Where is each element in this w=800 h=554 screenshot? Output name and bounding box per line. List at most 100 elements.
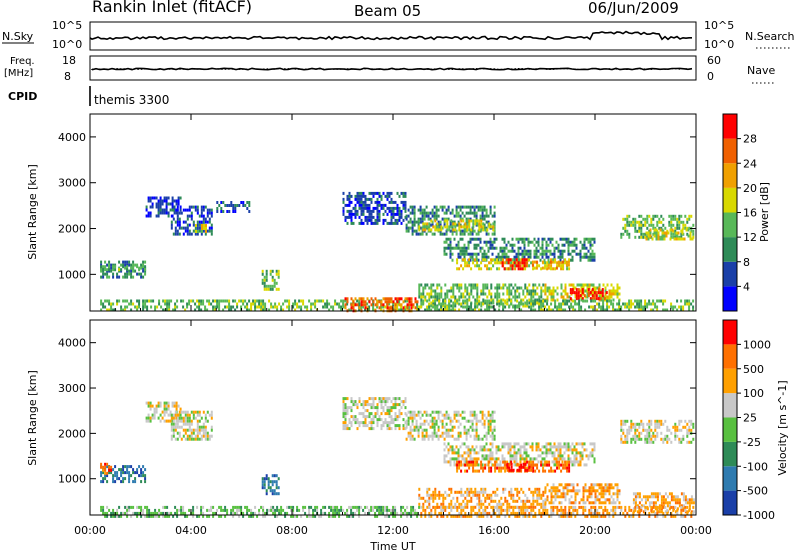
heatmap-cell bbox=[438, 228, 441, 232]
heatmap-cell bbox=[431, 425, 434, 429]
heatmap-cell bbox=[491, 445, 494, 449]
heatmap-cell bbox=[434, 487, 437, 491]
heatmap-cell bbox=[306, 308, 309, 312]
heatmap-cell bbox=[405, 226, 408, 230]
heatmap-cell bbox=[178, 434, 181, 438]
heatmap-cell bbox=[620, 425, 623, 429]
heatmap-cell bbox=[406, 306, 409, 310]
heatmap-cell bbox=[521, 255, 524, 259]
heatmap-cell bbox=[175, 208, 178, 212]
heatmap-cell bbox=[426, 505, 429, 509]
heatmap-cell bbox=[509, 457, 512, 461]
heatmap-cell bbox=[662, 495, 665, 499]
heatmap-cell bbox=[525, 261, 528, 265]
heatmap-cell bbox=[564, 302, 567, 306]
heatmap-cell bbox=[410, 300, 413, 304]
heatmap-cell bbox=[678, 220, 681, 224]
heatmap-cell bbox=[116, 474, 119, 478]
heatmap-cell bbox=[366, 306, 369, 310]
heatmap-cell bbox=[453, 214, 456, 218]
heatmap-cell bbox=[483, 252, 486, 256]
heatmap-cell bbox=[390, 206, 393, 210]
heatmap-cell bbox=[600, 486, 603, 490]
heatmap-cell bbox=[503, 237, 506, 241]
heatmap-cell bbox=[678, 217, 681, 221]
heatmap-cell bbox=[248, 308, 251, 312]
heatmap-cell bbox=[428, 305, 431, 309]
heatmap-cell bbox=[136, 308, 139, 312]
heatmap-cell bbox=[370, 397, 373, 401]
heatmap-cell bbox=[466, 219, 469, 223]
heatmap-cell bbox=[238, 299, 241, 303]
heatmap-cell bbox=[124, 260, 127, 264]
heatmap-cell bbox=[394, 412, 397, 416]
heatmap-cell bbox=[557, 451, 560, 455]
heatmap-cell bbox=[466, 261, 469, 265]
heatmap-cell bbox=[567, 246, 570, 250]
heatmap-cell bbox=[210, 428, 213, 432]
heatmap-cell bbox=[419, 226, 422, 230]
heatmap-cell bbox=[170, 413, 173, 417]
heatmap-cell bbox=[192, 416, 195, 420]
heatmap-cell bbox=[104, 272, 107, 276]
heatmap-cell bbox=[405, 419, 408, 423]
heatmap-cell bbox=[630, 437, 633, 441]
heatmap-cell bbox=[142, 508, 145, 512]
heatmap-cell bbox=[167, 214, 170, 218]
heatmap-cell bbox=[346, 409, 349, 413]
heatmap-cell bbox=[480, 460, 483, 464]
heatmap-cell bbox=[459, 434, 462, 438]
heatmap-cell bbox=[428, 292, 431, 296]
heatmap-cell bbox=[494, 499, 497, 503]
heatmap-cell bbox=[140, 263, 143, 267]
heatmap-cell bbox=[610, 299, 613, 303]
heatmap-cell bbox=[464, 258, 467, 262]
heatmap-cell bbox=[164, 308, 167, 312]
heatmap-cell bbox=[473, 214, 476, 218]
heatmap-cell bbox=[586, 489, 589, 493]
velocity-region-12 bbox=[620, 419, 695, 444]
heatmap-cell bbox=[453, 413, 456, 417]
heatmap-cell bbox=[407, 422, 410, 426]
heatmap-cell bbox=[537, 240, 540, 244]
heatmap-cell bbox=[352, 206, 355, 210]
heatmap-cell bbox=[543, 457, 546, 461]
heatmap-cell bbox=[612, 498, 615, 502]
heatmap-cell bbox=[422, 225, 425, 229]
heatmap-cell bbox=[500, 496, 503, 500]
heatmap-cell bbox=[422, 302, 425, 306]
heatmap-cell bbox=[456, 496, 459, 500]
heatmap-cell bbox=[312, 302, 315, 306]
heatmap-cell bbox=[226, 299, 229, 303]
heatmap-cell bbox=[449, 229, 452, 233]
heatmap-cell bbox=[413, 223, 416, 227]
heatmap-cell bbox=[372, 415, 375, 419]
freq-label-line2: [MHz] bbox=[4, 68, 33, 79]
heatmap-cell bbox=[151, 404, 154, 408]
heatmap-cell bbox=[392, 397, 395, 401]
heatmap-cell bbox=[674, 422, 677, 426]
heatmap-cell bbox=[398, 424, 401, 428]
heatmap-cell bbox=[648, 419, 651, 423]
heatmap-cell bbox=[449, 240, 452, 244]
heatmap-cell bbox=[657, 234, 660, 238]
heatmap-cell bbox=[134, 480, 137, 484]
heatmap-cell bbox=[444, 225, 447, 229]
heatmap-cell bbox=[400, 215, 403, 219]
heatmap-cell bbox=[638, 422, 641, 426]
heatmap-cell bbox=[460, 490, 463, 494]
heatmap-cell bbox=[687, 234, 690, 238]
heatmap-cell bbox=[539, 252, 542, 256]
heatmap-cell bbox=[452, 301, 455, 305]
heatmap-cell bbox=[483, 448, 486, 452]
heatmap-cell bbox=[475, 463, 478, 467]
heatmap-cell bbox=[372, 421, 375, 425]
heatmap-cell bbox=[632, 498, 635, 502]
heatmap-cell bbox=[455, 410, 458, 414]
heatmap-cell bbox=[116, 299, 119, 303]
heatmap-cell bbox=[122, 263, 125, 267]
heatmap-cell bbox=[153, 410, 156, 414]
heatmap-cell bbox=[372, 427, 375, 431]
heatmap-cell bbox=[534, 490, 537, 494]
